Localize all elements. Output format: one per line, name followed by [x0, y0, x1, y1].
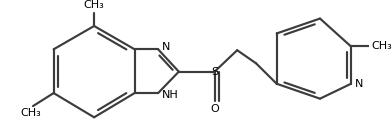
Text: CH₃: CH₃ [21, 108, 42, 118]
Text: S: S [211, 67, 218, 77]
Text: N: N [162, 42, 170, 52]
Text: CH₃: CH₃ [372, 41, 392, 51]
Text: NH: NH [162, 90, 179, 100]
Text: O: O [210, 104, 219, 114]
Text: N: N [355, 79, 363, 89]
Text: CH₃: CH₃ [84, 0, 105, 10]
